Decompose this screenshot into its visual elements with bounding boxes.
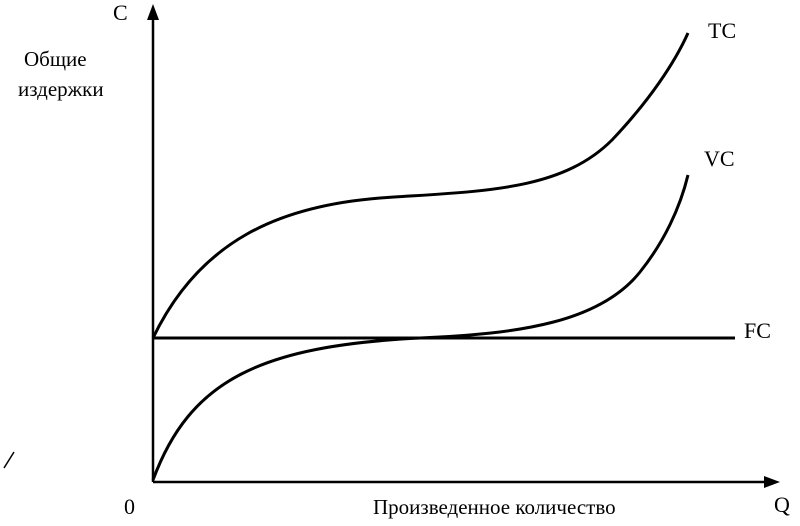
y-axis-title-line: издержки	[18, 77, 104, 101]
y-axis-arrow	[147, 4, 159, 20]
y-axis-title-line: Общие	[24, 47, 87, 71]
stray-mark	[3, 451, 15, 469]
x-axis-label: Q	[774, 492, 790, 517]
origin-label: 0	[124, 494, 135, 519]
x-axis-arrow	[764, 476, 780, 488]
fc-label: FC	[744, 318, 771, 343]
tc-curve	[151, 32, 690, 339]
vc-curve	[151, 174, 690, 481]
x-axis-title: Произведенное количество	[373, 495, 616, 519]
y-axis-label: C	[113, 0, 128, 25]
vc-label: VC	[704, 146, 735, 171]
tc-label: TC	[708, 18, 736, 43]
